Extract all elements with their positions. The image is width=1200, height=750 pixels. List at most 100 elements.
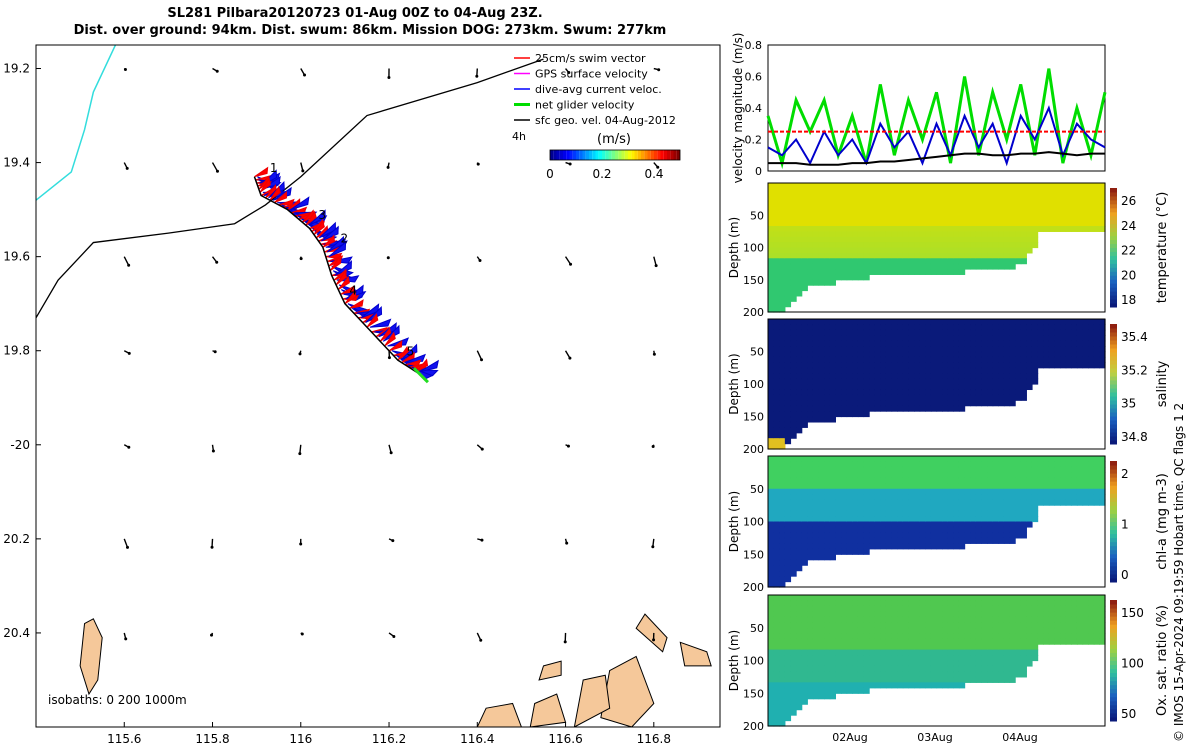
section-cell: [897, 236, 904, 243]
section-cell: [857, 627, 865, 634]
section-cell: [964, 340, 971, 347]
section-cell: [953, 378, 960, 385]
section-cell: [891, 405, 898, 412]
section-cell: [863, 687, 870, 694]
section-cell: [880, 483, 887, 490]
section-cell: [768, 488, 775, 495]
section-colorbar-cell: [1110, 199, 1117, 205]
section-cell: [779, 263, 786, 270]
section-cell: [818, 340, 825, 347]
section-cell: [919, 516, 926, 523]
section-cell: [790, 466, 797, 473]
section-cell: [902, 367, 910, 374]
speed-colorbar-cell: [576, 150, 580, 160]
section-cell: [818, 400, 825, 407]
section-cell: [902, 231, 910, 238]
section-cell: [846, 340, 853, 347]
speed-colorbar-cell: [559, 150, 564, 160]
section-cell: [936, 595, 943, 602]
section-cell: [779, 627, 786, 634]
section-cell: [992, 389, 999, 396]
section-cell: [953, 373, 960, 380]
section-cell: [1082, 188, 1089, 195]
section-cell: [784, 570, 792, 577]
section-cell: [846, 226, 853, 232]
section-colorbar-tick: 35.4: [1121, 330, 1148, 344]
section-cell: [1076, 611, 1084, 618]
section-cell: [914, 638, 921, 645]
section-cell: [992, 335, 999, 342]
section-cell: [1003, 499, 1011, 506]
section-cell: [919, 356, 926, 363]
section-cell: [779, 394, 786, 401]
section-cell: [964, 488, 971, 495]
section-colorbar-cell: [1110, 636, 1117, 641]
section-cell: [947, 258, 954, 265]
section-cell: [947, 324, 954, 331]
section-cell: [852, 472, 859, 479]
section-cell: [790, 693, 797, 700]
section-cell: [987, 526, 994, 534]
section-cell: [824, 472, 831, 479]
section-cell: [784, 384, 792, 391]
section-cell: [1043, 466, 1050, 473]
section-cell: [902, 521, 910, 528]
section-cell: [987, 499, 994, 506]
section-cell: [768, 285, 775, 292]
section-cell: [1015, 204, 1022, 211]
section-cell: [1048, 329, 1056, 336]
section-cell: [1015, 532, 1022, 539]
section-cell: [874, 655, 881, 662]
section-cell: [812, 644, 820, 651]
section-cell: [784, 258, 792, 265]
section-cell: [992, 356, 999, 363]
legend-entry: sfc geo. vel. 04-Aug-2012: [535, 114, 676, 127]
section-cell: [869, 389, 876, 396]
section-cell: [970, 483, 977, 490]
swim-vector: [333, 268, 347, 281]
section-cell: [902, 682, 910, 689]
section-cell: [919, 655, 926, 662]
section-cell: [1071, 220, 1078, 227]
section-cell: [1048, 477, 1056, 484]
section-cell: [964, 199, 971, 206]
section-cell: [992, 516, 999, 523]
section-cell: [987, 510, 994, 517]
section-colorbar-cell: [1110, 188, 1117, 193]
section-cell: [908, 220, 915, 227]
section-cell: [818, 405, 825, 412]
section-cell: [930, 682, 938, 689]
section-cell: [1099, 627, 1106, 634]
section-cell: [925, 199, 932, 206]
section-cell: [784, 319, 792, 326]
section-cell: [796, 559, 803, 566]
section-cell: [1031, 488, 1039, 495]
section-cell: [970, 204, 977, 211]
section-cell: [790, 682, 797, 689]
section-cell: [1026, 346, 1033, 353]
section-cell: [852, 274, 859, 281]
section-cell: [885, 242, 893, 249]
section-cell: [885, 616, 893, 623]
section-cell: [1043, 600, 1050, 607]
section-cell: [863, 461, 870, 468]
section-cell: [885, 215, 893, 222]
section-cell: [812, 671, 820, 678]
section-cell: [869, 220, 876, 227]
section-cell: [1065, 627, 1072, 634]
section-cell: [841, 183, 848, 189]
section-cell: [970, 655, 977, 662]
section-cell: [925, 526, 932, 534]
section-cell: [807, 638, 814, 645]
section-cell: [829, 526, 836, 534]
section-cell: [964, 329, 971, 336]
section-cell: [1060, 499, 1067, 506]
section-cell: [987, 247, 994, 254]
section-cell: [1060, 183, 1067, 189]
section-cell: [925, 499, 932, 506]
section-cell: [987, 340, 994, 347]
section-cell: [857, 543, 865, 550]
section-cell: [1020, 633, 1027, 640]
date-xtick-label: 03Aug: [917, 731, 952, 744]
section-cell: [852, 649, 859, 656]
